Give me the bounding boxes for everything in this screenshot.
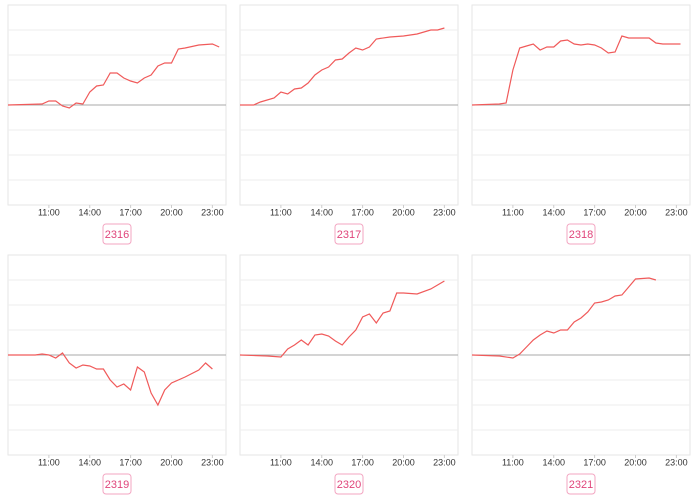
chart-title[interactable]: 2316 (105, 229, 129, 241)
x-tick-label: 20:00 (392, 207, 415, 217)
series-line (7, 43, 220, 109)
x-tick-label: 11:00 (270, 207, 292, 217)
x-tick-label: 14:00 (542, 457, 565, 467)
series-line (471, 277, 657, 359)
chart-button[interactable] (334, 473, 364, 495)
series-line (8, 352, 213, 407)
chart-title[interactable]: 2318 (569, 229, 593, 241)
x-tick-label: 17:00 (119, 457, 142, 467)
x-tick-label: 11:00 (502, 457, 524, 467)
chart-title[interactable]: 2321 (569, 479, 593, 491)
x-tick-label: 20:00 (160, 207, 183, 217)
chart-button[interactable] (102, 223, 132, 245)
x-tick-label: 11:00 (38, 207, 60, 217)
chart-title[interactable]: 2320 (337, 479, 361, 491)
x-tick-label: 14:00 (310, 457, 333, 467)
x-tick-label: 23:00 (433, 207, 456, 217)
x-tick-label: 14:00 (78, 207, 101, 217)
series-line (239, 280, 445, 358)
chart-button[interactable] (566, 473, 596, 495)
x-tick-label: 20:00 (624, 457, 647, 467)
x-tick-label: 17:00 (583, 457, 606, 467)
x-tick-label: 20:00 (624, 207, 647, 217)
x-tick-label: 11:00 (270, 457, 292, 467)
x-tick-label: 23:00 (201, 457, 224, 467)
x-tick-label: 17:00 (583, 207, 606, 217)
chart-title[interactable]: 2317 (337, 229, 361, 241)
x-tick-label: 14:00 (542, 207, 565, 217)
chart-button[interactable] (566, 223, 596, 245)
chart-title[interactable]: 2319 (105, 479, 129, 491)
x-tick-label: 20:00 (392, 457, 415, 467)
x-tick-label: 11:00 (502, 207, 524, 217)
x-tick-label: 23:00 (665, 457, 688, 467)
chart-button[interactable] (102, 473, 132, 495)
series-line (471, 35, 681, 106)
x-tick-label: 14:00 (310, 207, 333, 217)
x-tick-label: 20:00 (160, 457, 183, 467)
x-tick-label: 11:00 (38, 457, 60, 467)
x-tick-label: 23:00 (665, 207, 688, 217)
series-line (240, 27, 445, 106)
chart-button[interactable] (334, 223, 364, 245)
x-tick-label: 17:00 (351, 207, 374, 217)
x-tick-label: 17:00 (119, 207, 142, 217)
x-tick-label: 17:00 (351, 457, 374, 467)
x-tick-label: 23:00 (433, 457, 456, 467)
x-tick-label: 14:00 (78, 457, 101, 467)
x-tick-label: 23:00 (201, 207, 224, 217)
